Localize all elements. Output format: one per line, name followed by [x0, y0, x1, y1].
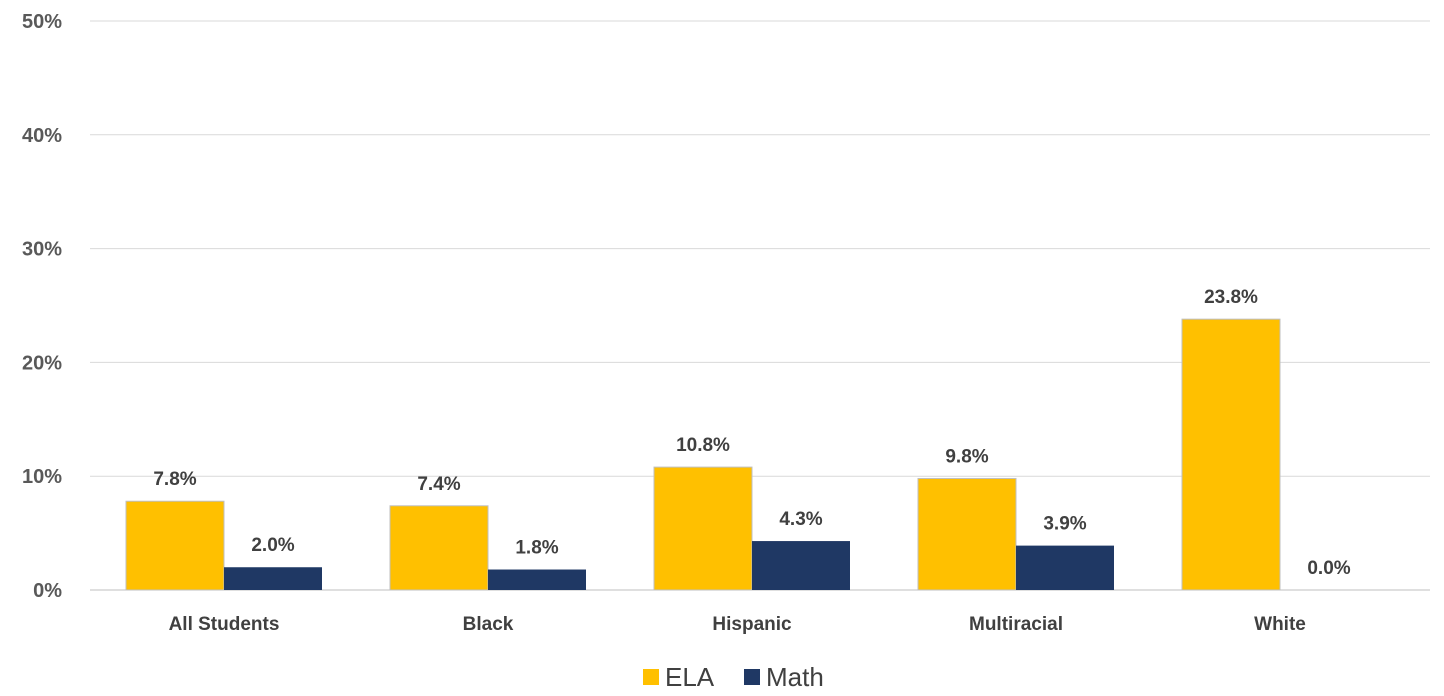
data-label-ela: 9.8% [945, 446, 988, 467]
bar-math-hispanic [752, 541, 850, 590]
bar-math-black [488, 569, 586, 590]
y-tick-label: 50% [22, 11, 62, 33]
legend-swatch-ela [643, 669, 659, 685]
bar-ela-black [389, 505, 489, 591]
bar-ela-multiracial [917, 477, 1017, 591]
bar-ela-hispanic [653, 466, 753, 591]
bar-ela-all-students [125, 500, 225, 591]
category-label: Hispanic [712, 614, 792, 635]
legend-label-math: Math [766, 662, 824, 691]
bars [125, 318, 1281, 591]
category-label: Black [463, 614, 514, 635]
y-tick-label: 30% [22, 239, 62, 261]
y-tick-label: 40% [22, 125, 62, 147]
y-tick-label: 10% [22, 466, 62, 488]
data-label-ela: 7.4% [417, 474, 460, 495]
data-label-math: 0.0% [1307, 558, 1350, 579]
data-label-ela: 23.8% [1204, 287, 1258, 308]
data-labels: 7.8% 2.0% 7.4% 1.8% 10.8% 4.3% 9.8% 3.9% 23.8% 0.… [153, 287, 1350, 579]
y-axis-tick-labels: 0% 10% 20% 30% 40% 50% [22, 11, 62, 602]
x-axis-category-labels: All Students Black Hispanic Multiracial Whit… [169, 614, 1306, 635]
legend: ELA Math [643, 662, 824, 692]
data-label-ela: 7.8% [153, 469, 196, 490]
bar-math-all-students [224, 567, 322, 590]
data-label-ela: 10.8% [676, 435, 730, 456]
y-tick-label: 0% [33, 580, 62, 602]
category-label: Multiracial [969, 614, 1063, 635]
legend-label-ela: ELA [665, 662, 715, 691]
y-tick-label: 20% [22, 352, 62, 374]
category-label: All Students [169, 614, 280, 635]
legend-swatch-math [744, 669, 760, 685]
data-label-math: 4.3% [779, 509, 822, 530]
data-label-math: 1.8% [515, 538, 558, 559]
category-label: White [1254, 614, 1306, 635]
data-label-math: 3.9% [1043, 514, 1086, 535]
bar-ela-white [1181, 318, 1281, 591]
data-label-math: 2.0% [251, 535, 294, 556]
bar-math-multiracial [1016, 545, 1114, 590]
